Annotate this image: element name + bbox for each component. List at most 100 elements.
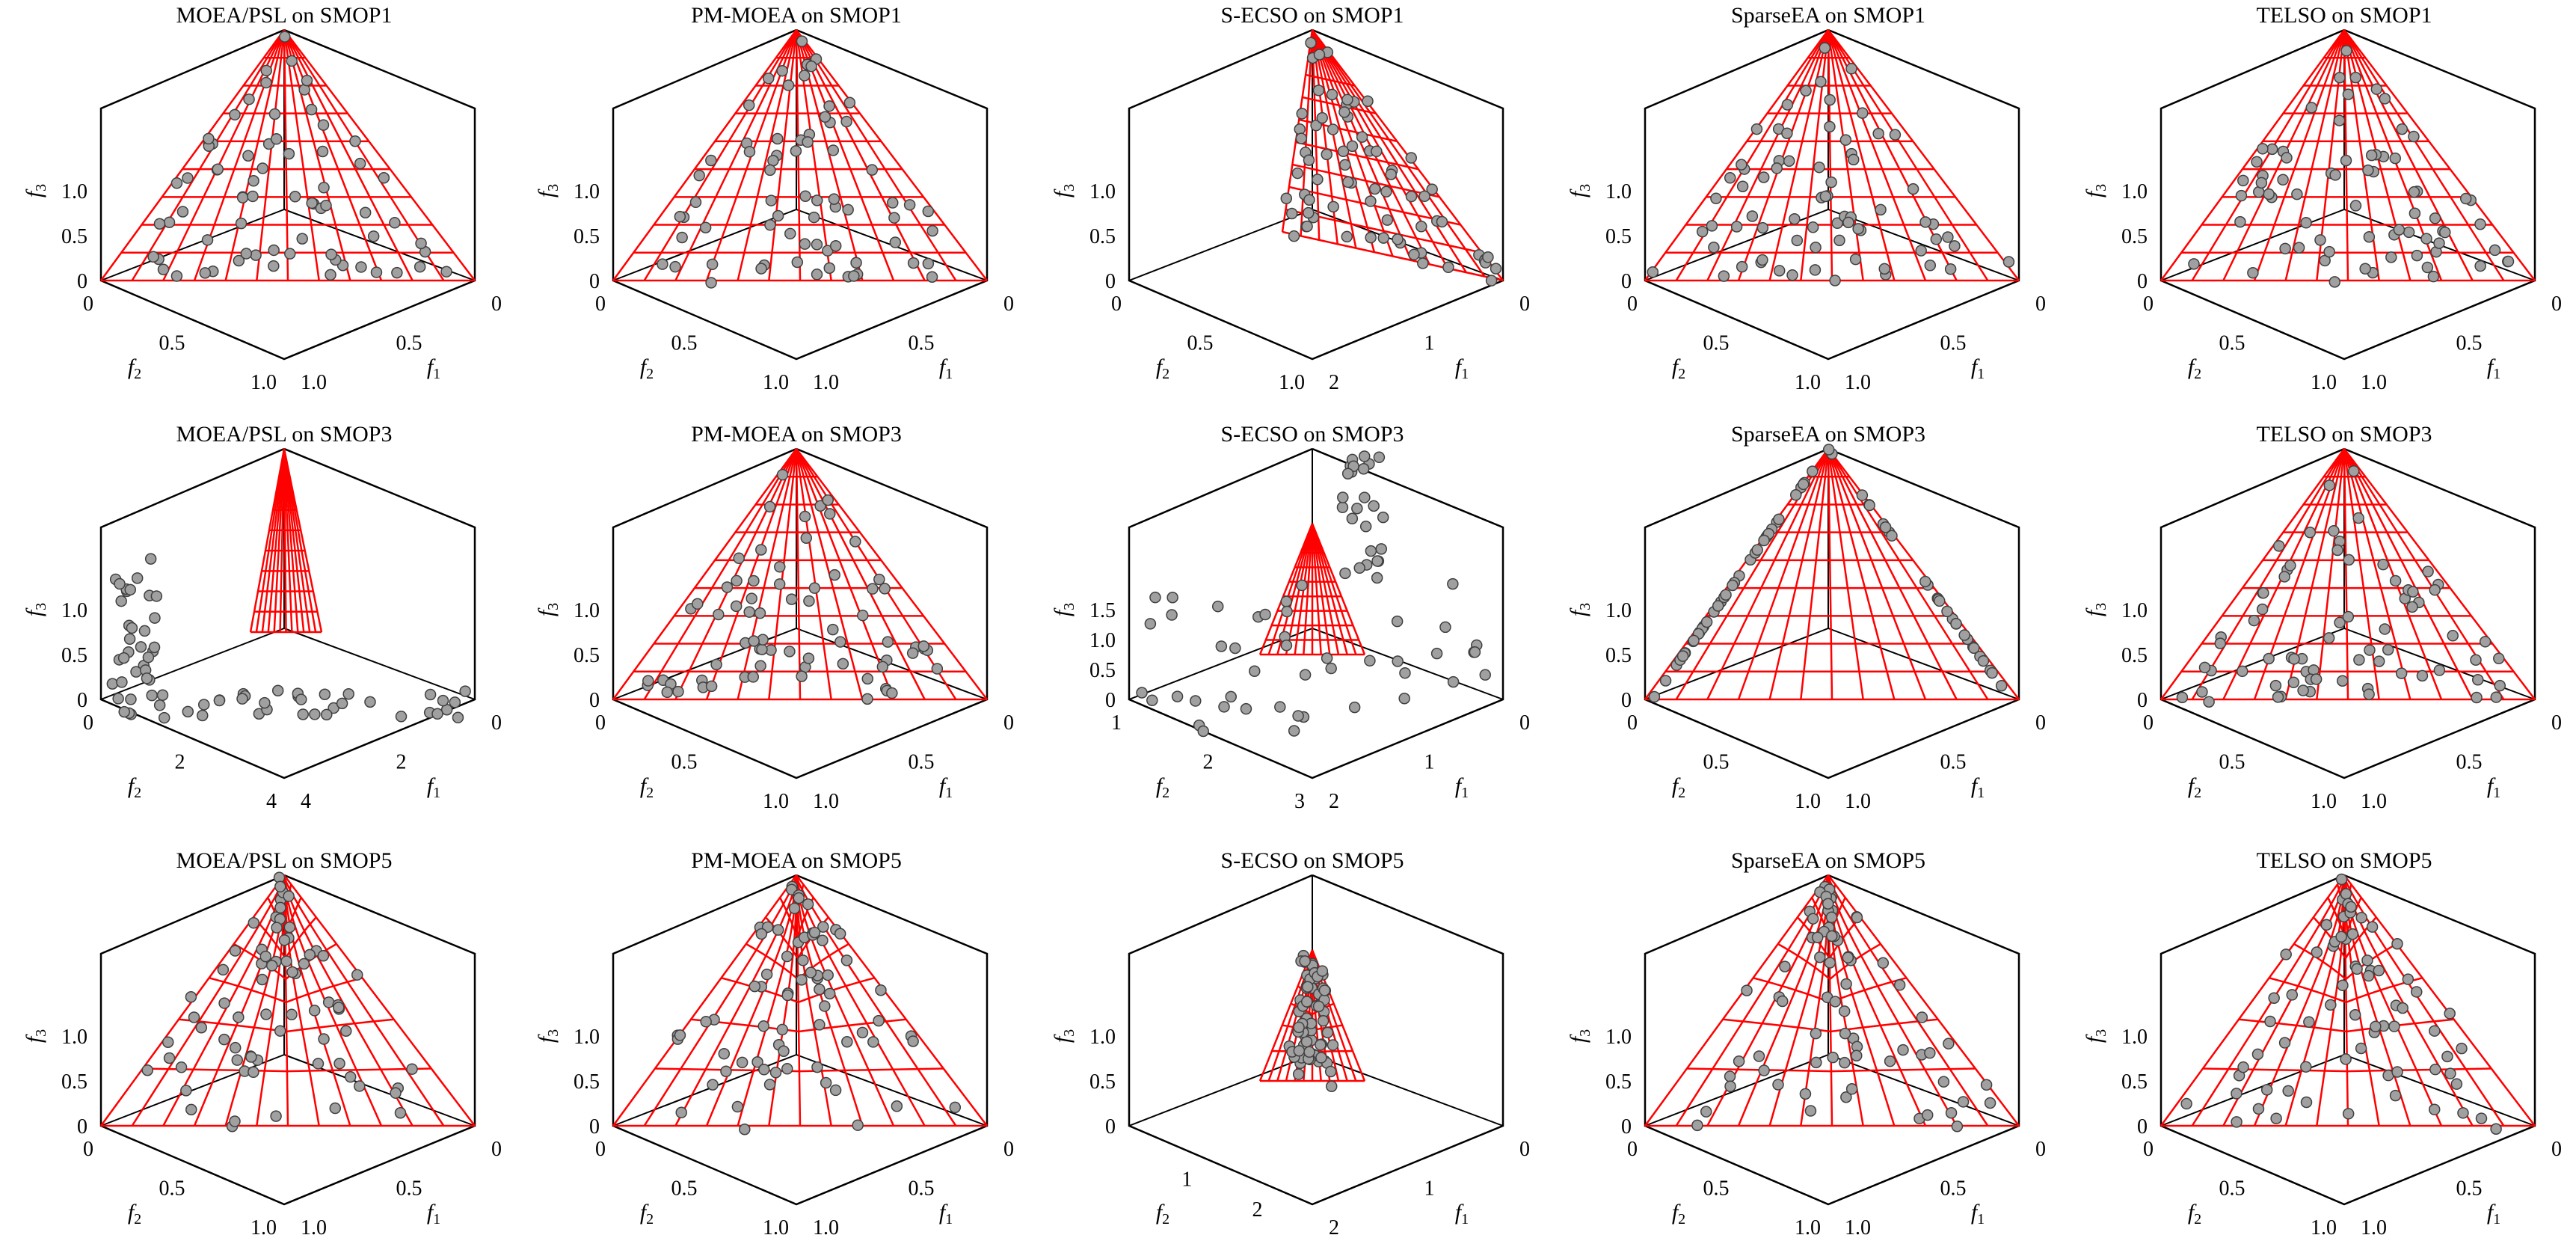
solution-point (333, 1002, 345, 1014)
solution-point (1280, 192, 1293, 205)
tick-label-f2: 2 (1252, 1198, 1262, 1222)
solution-point (1144, 618, 1157, 630)
axis-label-f1: f1 (427, 1200, 440, 1228)
tick-label-f1: 0 (2035, 1138, 2046, 1161)
axis-label-f2: f2 (640, 1200, 654, 1228)
solution-point (2345, 901, 2357, 913)
solution-point (1941, 605, 1953, 618)
subplot-title: MOEA/PSL on SMOP5 (176, 848, 393, 873)
solution-point (437, 694, 449, 707)
front-gridline (1828, 29, 2020, 281)
solution-point (305, 103, 318, 116)
front-gridline (1827, 448, 1989, 700)
front-gridline (1827, 29, 1864, 281)
solution-point (1944, 263, 1957, 275)
front-gridline (795, 448, 802, 700)
solution-point (115, 595, 127, 607)
subplot-title: SparseEA on SMOP5 (1731, 848, 1925, 873)
solution-point (170, 177, 183, 189)
solution-point (827, 144, 840, 156)
solution-point (808, 926, 821, 939)
subplot-title: S-ECSO on SMOP1 (1220, 3, 1404, 28)
solution-point (1337, 491, 1349, 503)
axis-label-f1-sub: 1 (1461, 1211, 1469, 1228)
solution-point (1647, 266, 1659, 278)
solution-point (765, 194, 778, 206)
front-gridline (674, 448, 798, 700)
solution-point (852, 1119, 864, 1131)
solution-point (1225, 690, 1237, 703)
solution-point (867, 1036, 879, 1048)
solution-point (772, 132, 784, 145)
solution-point (823, 100, 835, 112)
solution-point (1822, 444, 1835, 456)
tick-label-f1: 1.0 (2361, 371, 2387, 394)
tick-label-f3: 0.5 (2121, 225, 2148, 248)
solution-point (2252, 1103, 2265, 1115)
front-gridline (1828, 448, 2020, 700)
solution-point (746, 592, 757, 604)
solution-point (1773, 265, 1786, 277)
solution-point (1789, 488, 1802, 501)
axis-label-f1-sub: 1 (1977, 1211, 1985, 1228)
solution-point (1942, 231, 1954, 243)
solution-point (1300, 996, 1313, 1008)
solution-point (1280, 639, 1293, 652)
solution-point (2277, 174, 2289, 186)
solution-point (1321, 148, 1333, 161)
population-points (1648, 444, 2008, 703)
solution-point (229, 1115, 241, 1127)
solution-point (1392, 655, 1404, 667)
solution-point (2409, 207, 2421, 220)
solution-point (782, 79, 795, 91)
solution-point (2269, 679, 2282, 692)
solution-point (414, 260, 426, 273)
tick-label-f1: 0 (2035, 292, 2046, 316)
solution-point (2420, 233, 2432, 245)
axis-label-f2: f2 (128, 773, 141, 801)
tick-label-f3: 1.5 (1089, 599, 1116, 622)
solution-point (828, 193, 840, 205)
solution-point (1984, 1097, 1996, 1109)
solution-point (1810, 242, 1822, 254)
solution-point (325, 248, 337, 260)
solution-point (1839, 1056, 1851, 1069)
subplot-title: MOEA/PSL on SMOP3 (176, 422, 393, 447)
solution-point (2272, 540, 2285, 552)
front-gridline (283, 448, 305, 633)
solution-point (2342, 610, 2355, 623)
solution-point (661, 686, 674, 699)
solution-point (642, 675, 654, 687)
solution-point (730, 600, 743, 613)
solution-point (2388, 1020, 2400, 1032)
solution-point (1809, 264, 1822, 276)
solution-point (2377, 558, 2389, 571)
front-gridline (1827, 874, 1927, 1127)
front-gridline (283, 874, 476, 1127)
solution-point (2196, 686, 2208, 698)
axis-label-f3: f3 (1050, 184, 1078, 197)
front-gridline (2343, 448, 2380, 700)
solution-point (1362, 95, 1374, 107)
solution-point (2335, 931, 2347, 943)
solution-point (2385, 251, 2397, 263)
solution-point (1930, 233, 1943, 245)
axis-f2 (1644, 628, 1829, 700)
solution-point (2393, 224, 2406, 236)
solution-point (705, 277, 717, 289)
solution-point (336, 697, 348, 710)
front-gridline (2316, 448, 2346, 700)
front-gridline (283, 448, 323, 633)
solution-point (2429, 212, 2441, 224)
solution-point (318, 182, 330, 194)
solution-point (2214, 637, 2226, 649)
solution-point (1342, 176, 1354, 189)
solution-point (891, 1100, 903, 1112)
solution-point (1771, 162, 1783, 174)
tick-label-f2: 1.0 (250, 371, 277, 394)
solution-point (1924, 1046, 1936, 1059)
solution-point (1469, 646, 1481, 658)
axis-label-f3-sub: 3 (33, 603, 49, 610)
front-gridline (1828, 874, 2020, 1127)
axis-f2 (2160, 628, 2345, 700)
